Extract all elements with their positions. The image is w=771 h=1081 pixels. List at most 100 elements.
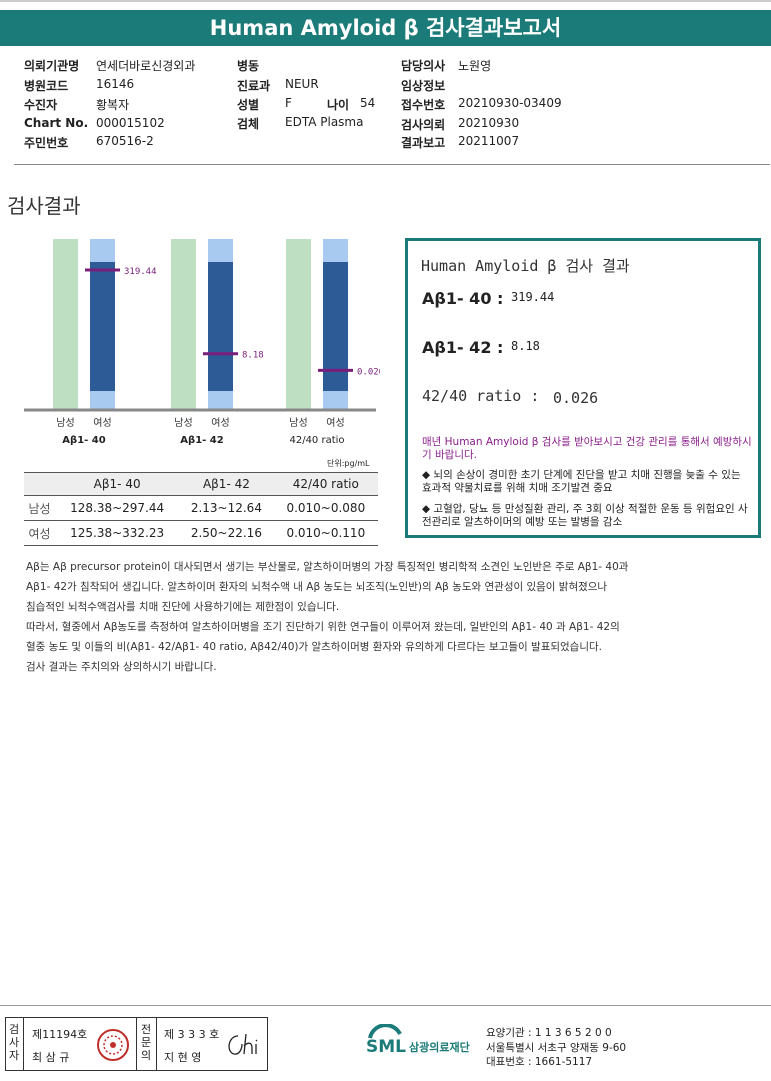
- result-value: 8.18: [511, 339, 540, 353]
- table-cell: 0.010~0.110: [273, 520, 378, 546]
- unit-label: 단위:pg/mL: [327, 459, 370, 468]
- footer-divider: [0, 1005, 771, 1006]
- info-label: Chart No.: [24, 116, 89, 130]
- result-label: 42/40 ratio :: [422, 387, 540, 405]
- divider: [14, 164, 770, 165]
- result-value: 0.026: [553, 389, 599, 407]
- inspector-label: 검사자: [8, 1023, 20, 1062]
- male-bar: [171, 239, 196, 410]
- specialist-number: 제 3 3 3 호: [164, 1028, 220, 1041]
- table-cell: 2.13~12.64: [179, 495, 274, 521]
- org-phone: 대표번호 : 1661-5117: [486, 1056, 593, 1068]
- info-label: 병동: [237, 59, 260, 73]
- info-value: 연세더바로신경외과: [96, 59, 196, 73]
- info-value: 16146: [96, 77, 135, 91]
- table-header: Aβ1- 42: [179, 472, 274, 496]
- table-header-row: Aβ1- 40 Aβ1- 42 42/40 ratio: [24, 472, 378, 496]
- top-border: [0, 0, 771, 2]
- table-row: 남성 128.38~297.44 2.13~12.64 0.010~0.080: [24, 495, 378, 521]
- signature-icon: [228, 1033, 258, 1055]
- paragraph-line: 검사 결과는 주치의와 상의하시기 바랍니다.: [26, 661, 217, 673]
- info-label: 수진자: [24, 98, 58, 112]
- table-cell: 128.38~297.44: [55, 495, 180, 521]
- result-marker: [203, 352, 238, 356]
- female-reference-band: [90, 262, 115, 391]
- sml-logo-icon: [368, 1024, 402, 1039]
- male-bar: [286, 239, 311, 410]
- table-cell: 0.010~0.080: [273, 495, 378, 521]
- info-label: 접수번호: [401, 98, 446, 112]
- paragraph-line: Aβ는 Aβ precursor protein이 대사되면서 생기는 부산물로…: [26, 561, 629, 573]
- explanation-text: Aβ는 Aβ precursor protein이 대사되면서 생기는 부산물로…: [26, 557, 746, 677]
- marker-label: 319.44: [124, 267, 157, 277]
- bar-label: 남성: [289, 417, 307, 429]
- signature-box: 검사자 제11194호 최 삼 규 전문의 제 3 3 3 호 지 현 영: [5, 1017, 268, 1071]
- result-marker: [85, 268, 120, 272]
- male-bar: [53, 239, 78, 410]
- result-label: Aβ1- 42 :: [422, 338, 504, 357]
- table-header: Aβ1- 40: [55, 472, 180, 496]
- info-label: 임상정보: [401, 79, 446, 93]
- result-marker: [318, 368, 353, 372]
- info-label: 진료과: [237, 79, 271, 93]
- table-cell: 남성: [24, 495, 56, 521]
- org-name: 삼광의료재단: [409, 1041, 470, 1054]
- seal-icon: [97, 1029, 129, 1061]
- reference-table: Aβ1- 40 Aβ1- 42 42/40 ratio 남성 128.38~29…: [24, 472, 378, 546]
- info-value: NEUR: [285, 77, 319, 91]
- info-label: 병원코드: [24, 79, 69, 93]
- amyloid-chart: 319.44 남성 여성 Aβ1- 40 8.18 남성 여성 Aβ1- 42 0.026 남성 여…: [24, 239, 380, 446]
- specialist-name: 지 현 영: [164, 1051, 202, 1064]
- female-reference-band: [208, 262, 233, 391]
- paragraph-line: 혈중 농도 및 이들의 비(Aβ1- 42/Aβ1- 40 ratio, Aβ4…: [26, 641, 602, 653]
- marker-label: 0.026: [357, 367, 380, 377]
- info-value: F: [285, 96, 292, 110]
- result-box: Human Amyloid β 검사 결과 Aβ1- 40 : 319.44 A…: [405, 238, 761, 538]
- result-value: 319.44: [511, 290, 555, 304]
- group-label: Aβ1- 42: [180, 435, 223, 446]
- inspector-number: 제11194호: [32, 1028, 88, 1041]
- paragraph-line: 따라서, 혈중에서 Aβ농도를 측정하여 알츠하이머병을 조기 진단하기 위한 …: [26, 621, 620, 633]
- institution-code: 요양기관 : 1 1 3 6 5 2 0 0: [486, 1027, 612, 1039]
- section-title: 검사결과: [7, 194, 81, 218]
- info-value: 20210930: [458, 116, 520, 130]
- info-label: 검사의뢰: [401, 118, 446, 132]
- info-value: 황복자: [96, 98, 130, 112]
- info-value: 000015102: [96, 116, 165, 130]
- bar-label: 남성: [174, 417, 192, 429]
- table-header: 42/40 ratio: [273, 472, 378, 496]
- result-label: Aβ1- 40 :: [422, 289, 504, 308]
- group-label: 42/40 ratio: [289, 435, 344, 446]
- info-label: 결과보고: [401, 136, 446, 150]
- paragraph-line: 침습적인 뇌척수액검사를 치매 진단에 사용하기에는 제한점이 있습니다.: [26, 601, 340, 613]
- table-row: 여성 125.38~332.23 2.50~22.16 0.010~0.110: [24, 520, 378, 546]
- sml-logo-text: SML: [366, 1037, 406, 1057]
- specialist-label: 전문의: [140, 1023, 152, 1062]
- bar-label: 여성: [326, 417, 344, 429]
- table-cell: 125.38~332.23: [55, 520, 180, 546]
- info-label: 검체: [237, 117, 260, 131]
- result-box-title: Human Amyloid β 검사 결과: [421, 257, 630, 275]
- org-address: 서울특별시 서초구 양재동 9-60: [486, 1042, 627, 1054]
- table-cell: 2.50~22.16: [179, 520, 274, 546]
- table-header: [24, 472, 56, 496]
- paragraph-line: Aβ1- 42가 침착되어 생깁니다. 알츠하이머 환자의 뇌척수액 내 Aβ …: [26, 581, 608, 593]
- info-value: 670516-2: [96, 134, 154, 148]
- age-value: 54: [360, 96, 376, 110]
- info-label: 주민번호: [24, 136, 69, 150]
- bar-label: 여성: [93, 417, 111, 429]
- info-value: 20210930-03409: [458, 96, 562, 110]
- advice-bullet: ◆ 뇌의 손상이 경미한 초기 단계에 진단을 받고 치매 진행을 늦출 수 있…: [422, 469, 741, 494]
- age-label: 나이: [327, 98, 350, 112]
- inspector-name: 최 삼 규: [32, 1051, 70, 1064]
- info-label: 성별: [237, 98, 260, 112]
- marker-label: 8.18: [242, 351, 264, 361]
- info-value: 노원영: [458, 59, 492, 73]
- info-value: 20211007: [458, 134, 520, 148]
- bar-label: 남성: [56, 417, 74, 429]
- advice-bullet: ◆ 고혈압, 당뇨 등 만성질환 관리, 주 3회 이상 적절한 운동 등 위험…: [422, 503, 748, 528]
- bar-label: 여성: [211, 417, 229, 429]
- diamond-icon: ◆: [422, 503, 434, 515]
- info-label: 담당의사: [401, 59, 446, 73]
- advice-note: 매년 Human Amyloid β 검사를 받아보시고 건강 관리를 통해서 …: [422, 436, 752, 461]
